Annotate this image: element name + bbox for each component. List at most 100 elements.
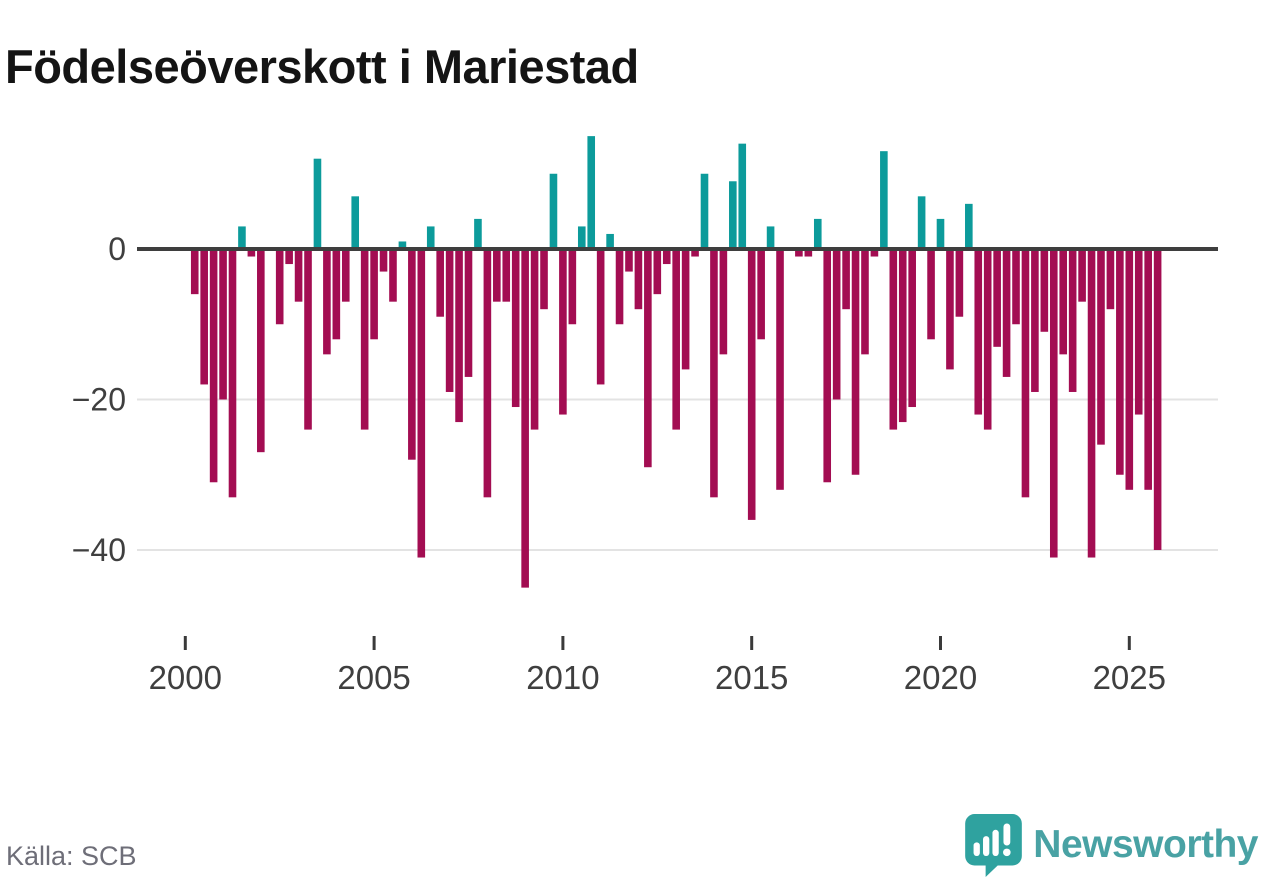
bar-2011-q1: [596, 249, 605, 385]
bar-2012-q2: [644, 249, 652, 468]
bar-2010-q1: [559, 249, 567, 415]
bar-2000-q4: [209, 249, 218, 483]
zero-axis-line: [137, 247, 1218, 251]
x-axis-label-2000: 2000: [149, 659, 222, 696]
x-tick-2025: [1127, 636, 1131, 650]
bar-2010-q2: [568, 249, 577, 325]
bar-2006-q2: [417, 249, 426, 558]
newsworthy-logo: Newsworthy: [964, 810, 1258, 879]
bar-2016-q2: [795, 249, 803, 257]
bar-2022-q1: [1012, 249, 1020, 325]
bar-2024-q2: [1097, 249, 1105, 445]
bar-2017-q4: [851, 249, 860, 475]
page-title: Födelseöverskott i Mariestad: [5, 40, 639, 94]
bar-2020-q1: [936, 218, 945, 249]
bar-2014-q2: [719, 249, 728, 355]
bar-2014-q1: [710, 249, 718, 498]
y-axis-label-−40: −40: [72, 532, 126, 568]
bar-2005-q4: [398, 241, 407, 249]
bar-2023-q3: [1068, 249, 1077, 392]
bar-2003-q3: [313, 158, 322, 249]
bar-2024-q4: [1116, 249, 1124, 475]
bar-2001-q4: [247, 249, 256, 257]
bar-2018-q1: [861, 249, 869, 355]
bar-2013-q1: [672, 249, 680, 430]
bar-2007-q4: [474, 218, 482, 249]
bar-2006-q3: [426, 226, 435, 249]
bar-2003-q2: [304, 249, 312, 430]
bar-2001-q1: [219, 249, 227, 400]
newsworthy-speech-bubble-chart-icon: [965, 813, 1023, 877]
bar-2023-q1: [1049, 249, 1058, 558]
x-tick-2015: [750, 636, 754, 650]
bar-2014-q3: [729, 181, 737, 249]
x-axis-label-2020: 2020: [904, 659, 977, 696]
bar-2004-q4: [360, 249, 369, 430]
bar-2008-q1: [483, 249, 492, 498]
x-tick-2000: [183, 636, 187, 650]
bar-2025-q4: [1153, 249, 1162, 550]
bar-2013-q3: [691, 249, 699, 257]
bar-2024-q1: [1087, 249, 1096, 558]
bar-2008-q2: [493, 249, 501, 302]
bar-2005-q3: [389, 249, 397, 302]
bar-2015-q3: [766, 226, 775, 249]
bar-2008-q4: [511, 249, 520, 408]
bar-2019-q3: [917, 196, 926, 249]
bar-2022-q4: [1040, 249, 1049, 332]
bar-2013-q4: [700, 173, 709, 249]
bar-2017-q1: [823, 249, 832, 483]
bar-2005-q1: [370, 249, 378, 340]
bar-2008-q3: [502, 249, 511, 302]
bar-2007-q1: [445, 249, 454, 392]
bar-2021-q1: [974, 249, 983, 415]
bar-2025-q1: [1125, 249, 1134, 490]
newsworthy-wordmark: Newsworthy: [1033, 822, 1258, 866]
bar-2020-q2: [946, 249, 954, 370]
bar-2016-q4: [813, 218, 822, 249]
x-axis-label-2010: 2010: [526, 659, 599, 696]
bar-2015-q4: [776, 249, 784, 490]
bar-2025-q2: [1134, 249, 1143, 415]
bar-2012-q1: [634, 249, 643, 310]
bar-2002-q1: [257, 249, 265, 453]
bar-2023-q4: [1078, 249, 1086, 302]
y-axis-label-−20: −20: [72, 382, 126, 418]
x-tick-2020: [939, 636, 942, 650]
bar-2004-q1: [332, 249, 341, 340]
bar-2003-q4: [323, 249, 331, 355]
bar-2010-q3: [577, 226, 586, 249]
bar-2022-q2: [1021, 249, 1030, 498]
bar-2001-q3: [238, 226, 246, 249]
x-axis-label-2025: 2025: [1093, 659, 1166, 696]
bar-2020-q4: [965, 203, 973, 249]
bar-2012-q4: [662, 249, 671, 265]
bar-2002-q4: [285, 249, 293, 265]
bar-2024-q3: [1106, 249, 1115, 310]
bar-2018-q4: [889, 249, 898, 430]
bar-2000-q3: [200, 249, 208, 385]
bar-2019-q4: [927, 249, 935, 340]
bar-2009-q3: [540, 249, 548, 310]
bar-2018-q3: [880, 151, 888, 249]
bar-2019-q2: [908, 249, 916, 408]
x-axis-label-2005: 2005: [337, 659, 410, 696]
bar-2023-q2: [1059, 249, 1068, 355]
bar-2018-q2: [870, 249, 879, 257]
bar-2007-q3: [464, 249, 473, 377]
bar-2021-q4: [1002, 249, 1011, 377]
bar-2015-q2: [757, 249, 765, 340]
bar-2011-q3: [615, 249, 624, 325]
bar-2009-q4: [549, 173, 558, 249]
x-tick-2005: [372, 636, 376, 650]
bar-2002-q3: [275, 249, 284, 325]
bar-2017-q2: [832, 249, 841, 400]
bar-2010-q4: [587, 136, 596, 249]
x-axis-label-2015: 2015: [715, 659, 788, 696]
bar-2013-q2: [681, 249, 690, 370]
bar-2012-q3: [653, 249, 662, 295]
source-caption: Källa: SCB: [6, 841, 137, 871]
bar-2020-q3: [955, 249, 964, 317]
bar-2019-q1: [898, 249, 907, 423]
